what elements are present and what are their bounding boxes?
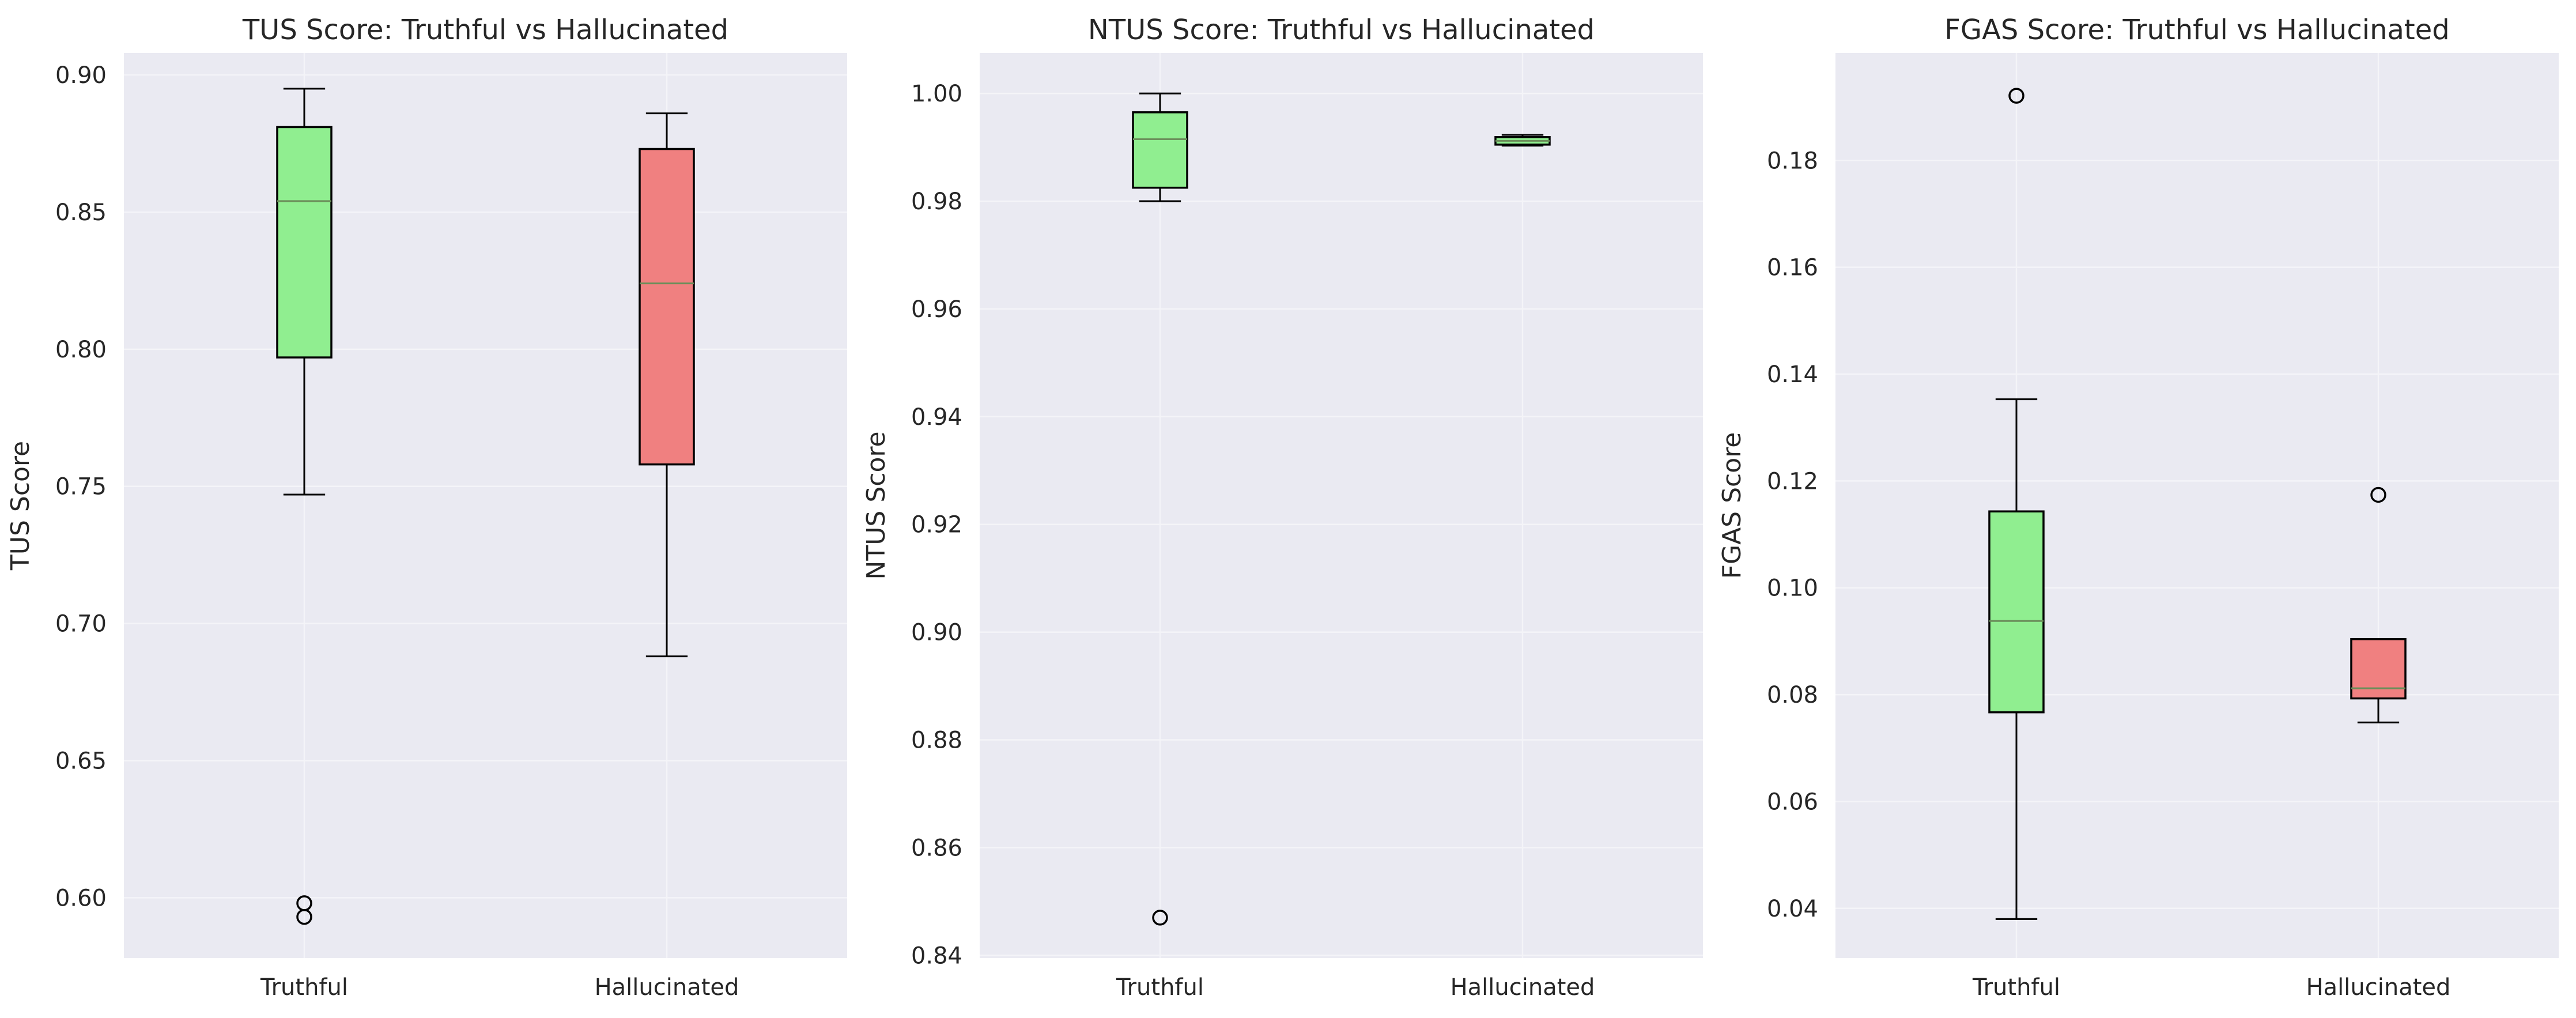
box-hallucinated	[2350, 487, 2407, 723]
box-hallucinated	[1494, 134, 1551, 147]
outlier-point	[296, 908, 312, 925]
y-tick-label: 0.16	[1767, 255, 1818, 281]
y-tick-label: 0.90	[55, 62, 107, 89]
y-tick-label: 0.84	[911, 942, 962, 969]
y-tick-label: 0.18	[1767, 148, 1818, 174]
outlier-point	[2008, 88, 2024, 104]
y-tick-label: 0.85	[55, 199, 107, 226]
box-hallucinated	[639, 112, 695, 658]
iqr-box	[1988, 510, 2045, 714]
y-tick-label: 0.70	[55, 611, 107, 638]
x-tick-label: Truthful	[260, 974, 348, 1001]
x-tick-label: Hallucinated	[1451, 974, 1595, 1001]
y-tick-label: 0.96	[911, 296, 962, 323]
y-tick-label: 0.14	[1767, 361, 1818, 388]
chart-title: FGAS Score: Truthful vs Hallucinated	[1944, 14, 2449, 46]
y-tick-label: 0.94	[911, 404, 962, 431]
y-tick-label: 0.12	[1767, 468, 1818, 495]
x-tick-label: Hallucinated	[2306, 974, 2451, 1001]
iqr-box	[639, 148, 695, 466]
y-axis-label: TUS Score	[6, 441, 35, 571]
y-tick-label: 0.04	[1767, 896, 1818, 922]
y-tick-label: 1.00	[911, 81, 962, 107]
outlier-point	[1152, 910, 1168, 926]
y-tick-label: 0.60	[55, 885, 107, 911]
iqr-box	[1132, 111, 1188, 189]
y-axis-label: FGAS Score	[1717, 432, 1747, 579]
outlier-point	[2370, 487, 2386, 503]
y-tick-label: 0.10	[1767, 575, 1818, 602]
y-tick-label: 0.65	[55, 748, 107, 774]
box-truthful	[1132, 92, 1188, 926]
y-tick-label: 0.80	[55, 337, 107, 363]
x-tick-label: Truthful	[1116, 974, 1204, 1001]
plot-area	[1835, 53, 2559, 958]
y-tick-label: 0.06	[1767, 789, 1818, 815]
subplot-1: 0.60 0.65 0.70 0.75 0.80 0.85 0.90 Truthful Hall…	[6, 14, 847, 1001]
y-tick-label: 0.98	[911, 188, 962, 215]
iqr-box	[276, 126, 333, 359]
subplot-2: 0.84 0.86 0.88 0.90 0.92 0.94 0.96 0.98 1.00 Trut…	[862, 14, 1703, 1001]
box-truthful	[1988, 88, 2045, 920]
y-tick-label: 0.75	[55, 474, 107, 500]
plot-area	[124, 53, 847, 958]
y-tick-label: 0.90	[911, 620, 962, 646]
x-tick-label: Truthful	[1972, 974, 2060, 1001]
iqr-box	[2350, 638, 2407, 700]
chart-title: TUS Score: Truthful vs Hallucinated	[242, 14, 728, 46]
chart-title: NTUS Score: Truthful vs Hallucinated	[1088, 14, 1595, 46]
y-tick-label: 0.92	[911, 512, 962, 538]
y-axis-label: NTUS Score	[862, 431, 891, 579]
plot-area	[980, 53, 1703, 958]
x-tick-label: Hallucinated	[595, 974, 739, 1001]
y-tick-label: 0.86	[911, 835, 962, 861]
box-truthful	[276, 88, 333, 925]
y-tick-label: 0.08	[1767, 682, 1818, 708]
subplot-3: 0.04 0.06 0.08 0.10 0.12 0.14 0.16 0.18 Truthful…	[1717, 14, 2559, 1001]
y-tick-label: 0.88	[911, 727, 962, 754]
